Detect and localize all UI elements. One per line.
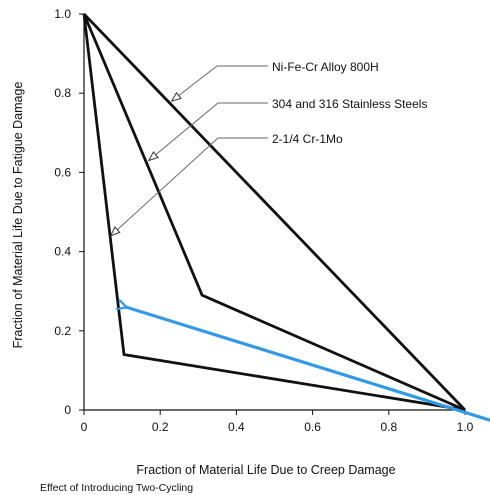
annotation-leader	[178, 65, 268, 96]
annotation-leader	[155, 102, 268, 156]
y-tick-label: 0.4	[54, 245, 71, 259]
annotation-arrowhead	[147, 151, 159, 162]
series-line-1	[82, 13, 467, 411]
y-axis-title: Fraction of Material Life Due to Fatigue…	[11, 82, 25, 349]
series-layer	[82, 13, 467, 412]
axes: 0 0.2 0.4 0.6 0.8 1.0 0 0.2 0.4 0.6 0.8 1.0	[54, 7, 473, 434]
y-tick-label: 0.6	[54, 165, 71, 179]
x-tick-label: 0.4	[228, 420, 245, 434]
annotation-label: 2-1/4 Cr-1Mo	[272, 132, 343, 146]
series-line-3	[82, 13, 466, 412]
highlight-arrow	[126, 307, 490, 422]
y-tick-label: 1.0	[54, 7, 71, 21]
y-tick-label: 0	[64, 403, 71, 417]
annotation-leader	[116, 137, 268, 231]
figure-caption: Effect of Introducing Two-Cycling	[40, 482, 193, 494]
annotation-arrowhead	[109, 226, 121, 237]
x-tick-label: 1.0	[457, 420, 474, 434]
annotation-arrowhead	[170, 91, 182, 102]
y-tick-label: 0.2	[54, 324, 71, 338]
x-axis-title: Fraction of Material Life Due to Creep D…	[136, 463, 395, 477]
series-line-2	[82, 13, 466, 412]
annotation-layer: Ni-Fe-Cr Alloy 800H 304 and 316 Stainless…	[109, 60, 490, 422]
x-tick-label: 0.6	[304, 420, 321, 434]
x-tick-label: 0	[81, 420, 88, 434]
x-tick-label: 0.2	[152, 420, 169, 434]
y-tick-label: 0.8	[54, 86, 71, 100]
annotation-label: Ni-Fe-Cr Alloy 800H	[272, 60, 379, 74]
axis-labels: Fraction of Material Life Due to Creep D…	[11, 82, 396, 494]
annotation-label: 304 and 316 Stainless Steels	[272, 97, 427, 111]
x-tick-label: 0.8	[380, 420, 397, 434]
